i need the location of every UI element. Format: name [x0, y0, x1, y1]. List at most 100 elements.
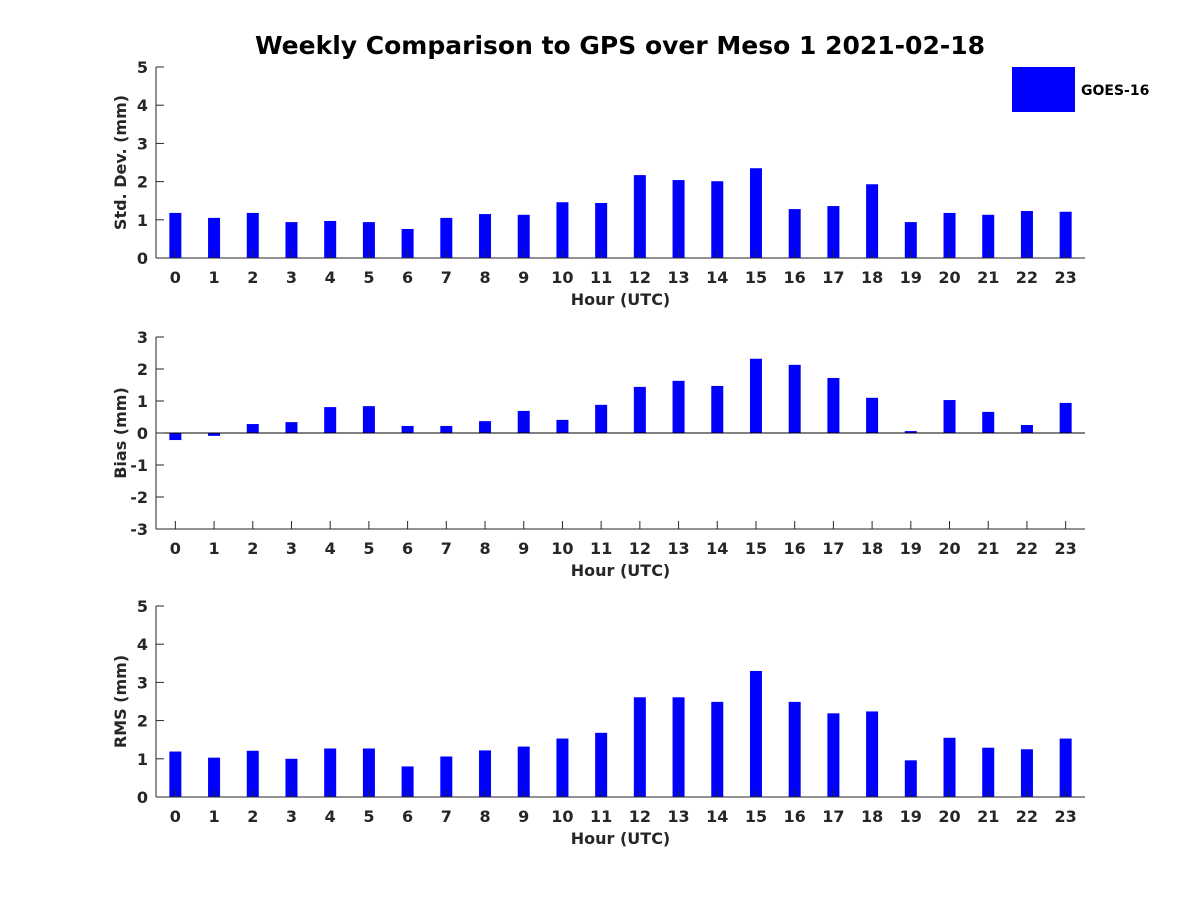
x-tick-label-bias: 2: [247, 539, 258, 558]
y-tick-label-bias: -2: [130, 488, 148, 507]
x-tick-label-bias: 17: [822, 539, 844, 558]
x-tick-label-rms: 9: [518, 807, 529, 826]
x-tick-label-bias: 23: [1055, 539, 1077, 558]
bar-rms-0: [169, 751, 182, 797]
bar-rms-12: [633, 697, 646, 797]
bar-std-22: [1020, 211, 1033, 258]
x-tick-label-rms: 10: [551, 807, 573, 826]
x-tick-label-rms: 15: [745, 807, 767, 826]
bar-rms-19: [904, 760, 917, 797]
x-tick-label-bias: 18: [861, 539, 883, 558]
bar-rms-9: [517, 746, 530, 797]
x-tick-label-std: 22: [1016, 268, 1038, 287]
x-tick-label-std: 18: [861, 268, 883, 287]
bar-bias-3: [285, 422, 298, 433]
bar-rms-1: [208, 757, 221, 797]
y-tick-label-bias: 0: [137, 424, 148, 443]
bar-std-7: [440, 217, 453, 258]
x-tick-label-bias: 13: [667, 539, 689, 558]
y-tick-label-bias: 1: [137, 392, 148, 411]
bar-std-12: [633, 175, 646, 258]
x-tick-label-rms: 22: [1016, 807, 1038, 826]
x-tick-label-std: 10: [551, 268, 573, 287]
bar-bias-21: [982, 411, 995, 433]
bar-rms-8: [479, 750, 492, 797]
bar-std-3: [285, 222, 298, 258]
bar-bias-4: [324, 407, 337, 433]
x-tick-label-rms: 3: [286, 807, 297, 826]
bar-bias-1: [208, 433, 221, 436]
x-tick-label-bias: 11: [590, 539, 612, 558]
bar-std-9: [517, 214, 530, 258]
x-tick-label-rms: 13: [667, 807, 689, 826]
x-tick-label-bias: 5: [363, 539, 374, 558]
y-tick-label-rms: 4: [137, 635, 148, 654]
x-tick-label-rms: 2: [247, 807, 258, 826]
x-tick-label-bias: 1: [208, 539, 219, 558]
x-tick-label-bias: 4: [325, 539, 336, 558]
y-tick-label-std: 2: [137, 173, 148, 192]
bar-std-18: [866, 184, 879, 258]
y-tick-label-std: 3: [137, 134, 148, 153]
x-tick-label-bias: 14: [706, 539, 728, 558]
bar-std-16: [788, 209, 801, 258]
bar-bias-11: [595, 404, 608, 433]
bar-std-4: [324, 220, 337, 258]
bar-rms-6: [401, 766, 414, 797]
bar-std-21: [982, 214, 995, 258]
x-tick-label-rms: 12: [629, 807, 651, 826]
x-axis-label-rms: Hour (UTC): [571, 829, 671, 848]
y-tick-label-bias: 2: [137, 360, 148, 379]
bar-rms-2: [246, 750, 259, 797]
x-tick-label-rms: 5: [363, 807, 374, 826]
bar-rms-21: [982, 747, 995, 797]
legend: GOES-16: [1012, 67, 1149, 112]
bar-rms-11: [595, 732, 608, 797]
x-tick-label-std: 14: [706, 268, 728, 287]
x-tick-label-rms: 4: [325, 807, 336, 826]
bar-rms-14: [711, 701, 724, 797]
x-tick-label-std: 9: [518, 268, 529, 287]
x-tick-label-bias: 15: [745, 539, 767, 558]
x-tick-label-std: 1: [208, 268, 219, 287]
bar-std-14: [711, 181, 724, 258]
bar-rms-16: [788, 701, 801, 797]
x-tick-label-std: 16: [784, 268, 806, 287]
bar-bias-5: [362, 406, 375, 433]
bar-rms-4: [324, 748, 337, 797]
bar-rms-17: [827, 713, 840, 797]
x-axis-label-std: Hour (UTC): [571, 290, 671, 309]
y-tick-label-std: 4: [137, 96, 148, 115]
x-tick-label-std: 17: [822, 268, 844, 287]
x-tick-label-std: 21: [977, 268, 999, 287]
x-tick-label-bias: 12: [629, 539, 651, 558]
bar-std-20: [943, 212, 956, 258]
y-axis-label-rms: RMS (mm): [111, 655, 130, 748]
bar-rms-5: [362, 748, 375, 797]
x-tick-label-bias: 10: [551, 539, 573, 558]
bar-std-0: [169, 212, 182, 258]
bar-rms-10: [556, 738, 569, 797]
x-tick-label-bias: 19: [900, 539, 922, 558]
bar-rms-20: [943, 737, 956, 797]
y-tick-label-bias: 3: [137, 328, 148, 347]
x-tick-label-std: 4: [325, 268, 336, 287]
x-tick-label-rms: 18: [861, 807, 883, 826]
x-tick-label-rms: 19: [900, 807, 922, 826]
x-tick-label-rms: 7: [441, 807, 452, 826]
x-tick-label-bias: 9: [518, 539, 529, 558]
bar-bias-19: [904, 431, 917, 433]
x-tick-label-bias: 8: [479, 539, 490, 558]
bar-rms-23: [1059, 738, 1072, 797]
bar-std-23: [1059, 211, 1072, 258]
bar-bias-10: [556, 419, 569, 433]
x-tick-label-rms: 11: [590, 807, 612, 826]
bar-rms-13: [672, 697, 685, 797]
x-axis-label-bias: Hour (UTC): [571, 561, 671, 580]
x-tick-label-std: 11: [590, 268, 612, 287]
x-tick-label-std: 3: [286, 268, 297, 287]
y-tick-label-std: 5: [137, 58, 148, 77]
y-tick-label-bias: -1: [130, 456, 148, 475]
bar-bias-13: [672, 380, 685, 433]
